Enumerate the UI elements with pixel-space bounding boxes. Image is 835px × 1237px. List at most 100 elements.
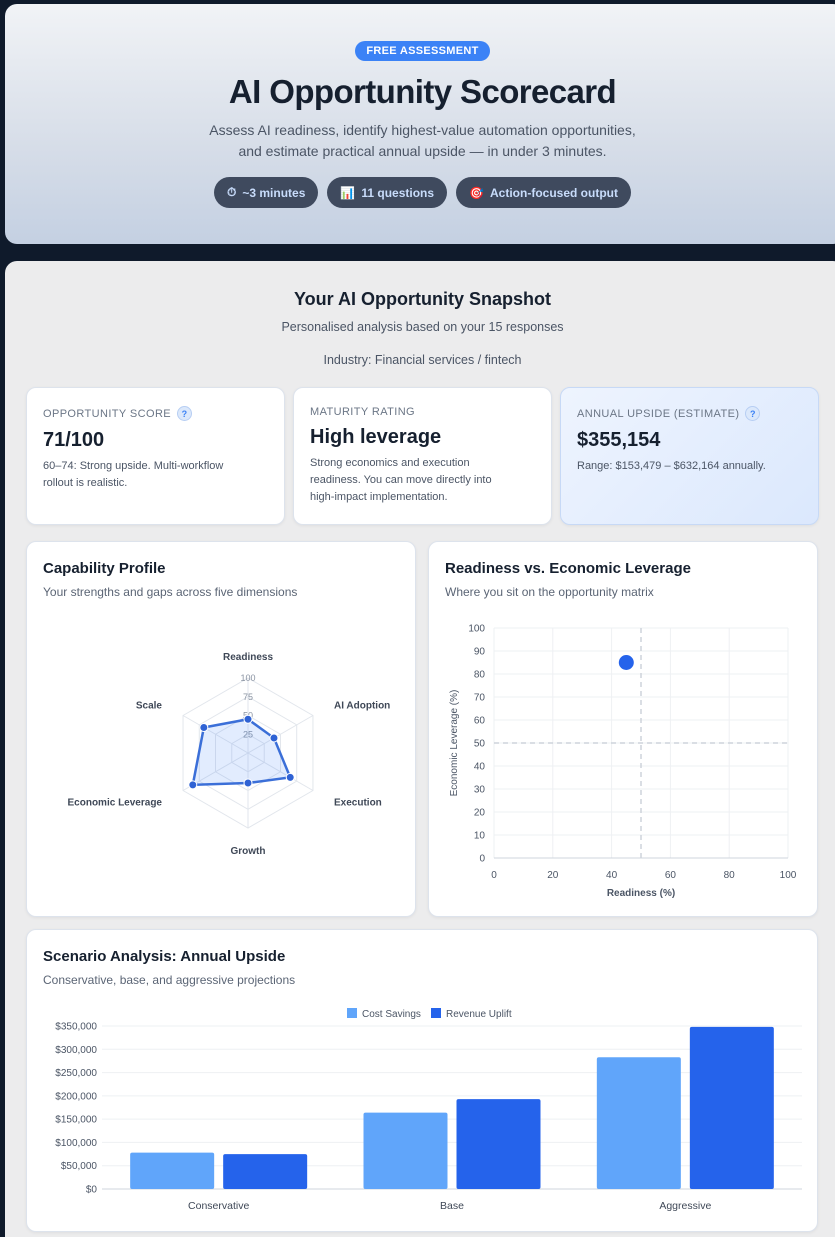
results-panel: Your AI Opportunity Snapshot Personalise… [5,261,835,1237]
scatter-y-tick: 10 [474,831,486,842]
score-desc: 60–74: Strong upside. Multi-workflow rol… [43,458,268,492]
capability-title: Capability Profile [43,560,166,577]
scatter-y-tick: 50 [474,739,486,750]
radar-spoke [247,715,314,754]
scatter-y-tick: 30 [474,785,486,796]
scatter-y-tick: 90 [474,647,486,658]
legend-label: Revenue Uplift [446,1009,512,1020]
score-label-row: OPPORTUNITY SCORE ? [43,406,268,421]
radar-point [199,723,209,732]
capability-subtitle: Your strengths and gaps across five dime… [43,585,298,599]
scenario-subtitle: Conservative, base, and aggressive proje… [43,973,296,987]
capability-profile-card: Capability Profile Your strengths and ga… [26,541,416,917]
snapshot-subtitle: Personalised analysis based on your 15 r… [281,320,564,334]
legend-swatch-revenue [431,1008,441,1018]
scatter-x-tick: 40 [606,870,618,881]
readiness-leverage-card: Readiness vs. Economic Leverage Where yo… [428,541,818,917]
maturity-value: High leverage [310,426,442,448]
maturity-desc-line3: high-impact implementation. [310,491,448,503]
scatter-x-tick: 80 [724,870,736,881]
bar-revenue-uplift [223,1154,308,1189]
readiness-scatter-chart: 0 10 20 30 40 50 60 70 80 90 100 0 20 40 60 80 100 Readin… [449,624,797,900]
bar-category-label: Conservative [188,1200,249,1212]
radar-axis-label: Scale [136,701,163,712]
free-assessment-badge: FREE ASSESSMENT [355,41,490,61]
hero-section: FREE ASSESSMENT AI Opportunity Scorecard… [5,4,835,244]
bar-chart-icon: 📊 [340,185,356,200]
bar-y-tick: $300,000 [55,1045,97,1056]
scatter-x-tick: 0 [491,870,497,881]
upside-label-row: ANNUAL UPSIDE (ESTIMATE) ? [577,406,802,421]
scenario-bar-chart: Cost Savings Revenue Uplift $0 $50,000 $100,… [55,1008,802,1212]
scatter-x-tick: 20 [547,870,559,881]
radar-axis-label: AI Adoption [334,701,390,712]
page-title: AI Opportunity Scorecard [228,73,617,110]
readiness-chart-subtitle: Where you sit on the opportunity matrix [445,585,654,599]
scatter-x-tick: 60 [665,870,677,881]
radar-spoke [182,715,249,754]
hero-chips: ⏱ ~3 minutes 📊 11 questions 🎯 Action-foc… [5,177,835,208]
scatter-y-tick: 0 [479,854,485,865]
radar-axis-label: Readiness [223,652,273,663]
score-label: OPPORTUNITY SCORE [43,407,172,420]
chip-label: ~3 minutes [242,185,306,200]
opportunity-score-card: OPPORTUNITY SCORE ? 71/100 60–74: Strong… [26,387,285,525]
upside-value: $355,154 [577,429,661,451]
scatter-point [618,655,634,670]
radar-spoke [247,752,314,791]
maturity-desc: Strong economics and execution readiness… [310,455,535,506]
radar-axis-label: Economic Leverage [68,798,163,809]
radar-tick-label: 100 [240,673,255,683]
hero-subtitle-line2: and estimate practical annual upside — i… [238,143,607,159]
radar-point [269,733,279,743]
maturity-rating-card: MATURITY RATING High leverage Strong eco… [293,387,552,525]
legend-label: Cost Savings [362,1009,421,1020]
industry-label: Industry: Financial services / fintech [323,353,522,367]
bar-revenue-uplift [689,1026,774,1189]
hero-subtitle: Assess AI readiness, identify highest-va… [5,120,835,162]
annual-upside-card: ANNUAL UPSIDE (ESTIMATE) ? $355,154 Rang… [560,387,819,525]
score-desc-line1: 60–74: Strong upside. Multi-workflow [43,460,224,472]
upside-range: Range: $153,479 – $632,164 annually. [577,460,766,472]
radar-tick-label: 75 [243,692,253,702]
stopwatch-icon: ⏱ [227,185,237,199]
radar-point [243,714,253,724]
upside-help-icon[interactable]: ? [745,406,761,421]
legend-swatch-cost [347,1008,357,1018]
radar-point [285,772,295,782]
bar-revenue-uplift [456,1099,541,1189]
scenario-title: Scenario Analysis: Annual Upside [43,948,286,965]
score-desc-line2: rollout is realistic. [43,477,128,489]
bar-y-tick: $250,000 [55,1068,97,1079]
scatter-y-tick: 60 [474,716,486,727]
chip-questions: 📊 11 questions [327,177,448,208]
scatter-y-tick: 20 [474,808,486,819]
readiness-chart-title: Readiness vs. Economic Leverage [445,560,691,577]
bar-cost-savings [596,1057,681,1189]
bar-cost-savings [363,1112,448,1189]
bar-y-tick: $0 [86,1185,98,1196]
scatter-x-label: Readiness (%) [607,888,675,899]
radar-axis-label: Execution [334,798,382,809]
target-icon: 🎯 [469,185,485,200]
bar-category-label: Aggressive [659,1200,711,1212]
bar-category-label: Base [440,1200,464,1212]
score-value: 71/100 [43,429,105,451]
scatter-y-tick: 80 [474,670,486,681]
scatter-y-tick: 100 [468,624,485,635]
maturity-desc-line1: Strong economics and execution [310,457,470,469]
scatter-y-tick: 40 [474,762,486,773]
snapshot-title: Your AI Opportunity Snapshot [294,289,551,309]
scatter-y-tick: 70 [474,693,486,704]
chip-output: 🎯 Action-focused output [456,177,631,208]
score-help-icon[interactable]: ? [177,406,193,421]
hero-subtitle-line1: Assess AI readiness, identify highest-va… [209,122,636,138]
chip-label: Action-focused output [490,185,618,200]
maturity-desc-line2: readiness. You can move directly into [310,474,492,486]
bar-y-tick: $50,000 [61,1161,98,1172]
bar-y-tick: $100,000 [55,1138,97,1149]
radar-axis-label: Growth [231,846,266,857]
bar-cost-savings [130,1152,215,1189]
bar-y-tick: $350,000 [55,1022,97,1033]
capability-radar-chart: 255075100ReadinessAI AdoptionExecutionGr… [68,652,391,857]
